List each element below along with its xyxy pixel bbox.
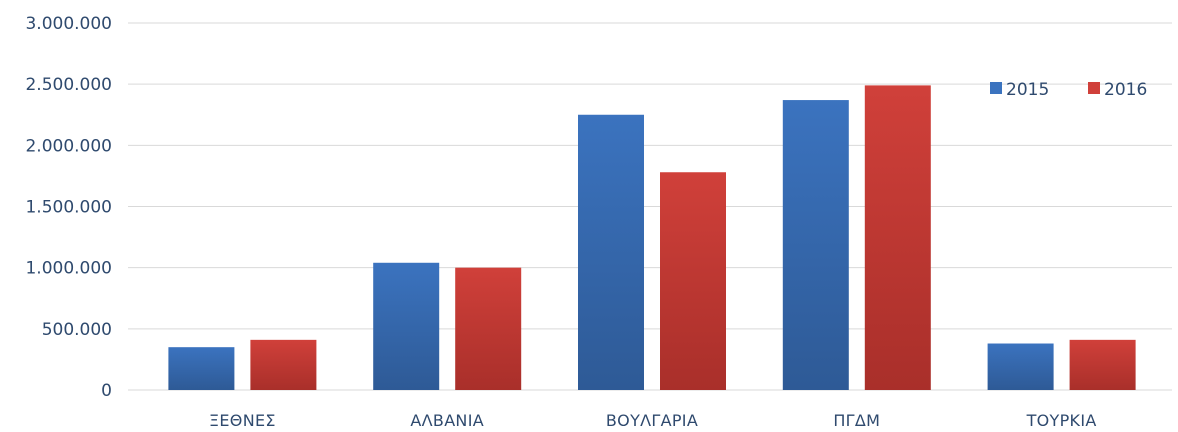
x-tick-label: ΞΕΘΝΕΣ (209, 411, 276, 430)
x-tick-label: ΑΛΒΑΝΙΑ (410, 411, 484, 430)
y-tick-label: 500.000 (42, 320, 112, 340)
x-axis-labels: ΞΕΘΝΕΣ ΑΛΒΑΝΙΑ ΒΟΥΛΓΑΡΙΑ ΠΓΔΜ ΤΟΥΡΚΙΑ (209, 411, 1097, 430)
legend-label: 2015 (1006, 80, 1049, 100)
legend-swatch (1088, 82, 1100, 94)
y-tick-label: 0 (101, 381, 112, 401)
x-tick-label: ΠΓΔΜ (833, 411, 880, 430)
grid-lines (128, 22, 1172, 391)
bar-2016-4 (1069, 339, 1136, 390)
y-axis-ticks: 0 500.000 1.000.000 1.500.000 2.000.000 2.500… (25, 14, 112, 401)
legend-label: 2016 (1104, 80, 1147, 100)
bar-2015-3 (782, 100, 849, 390)
bar-2016-3 (864, 85, 931, 390)
y-tick-label: 2.000.000 (25, 136, 112, 156)
y-tick-label: 1.500.000 (25, 198, 112, 218)
legend-swatch (990, 82, 1002, 94)
bar-2016-2 (660, 172, 726, 390)
legend: 2015 2016 (990, 80, 1147, 100)
bars (168, 85, 1136, 390)
y-tick-label: 2.500.000 (25, 75, 112, 95)
bar-2015-2 (578, 114, 644, 390)
bar-2016-0 (250, 339, 317, 390)
y-tick-label: 3.000.000 (25, 14, 112, 34)
bar-2015-1 (373, 262, 440, 390)
y-tick-label: 1.000.000 (25, 259, 112, 279)
x-tick-label: ΒΟΥΛΓΑΡΙΑ (606, 411, 698, 430)
bar-2016-1 (455, 267, 522, 390)
x-tick-label: ΤΟΥΡΚΙΑ (1026, 411, 1097, 430)
bar-2015-4 (987, 343, 1054, 390)
bar-2015-0 (168, 347, 235, 390)
